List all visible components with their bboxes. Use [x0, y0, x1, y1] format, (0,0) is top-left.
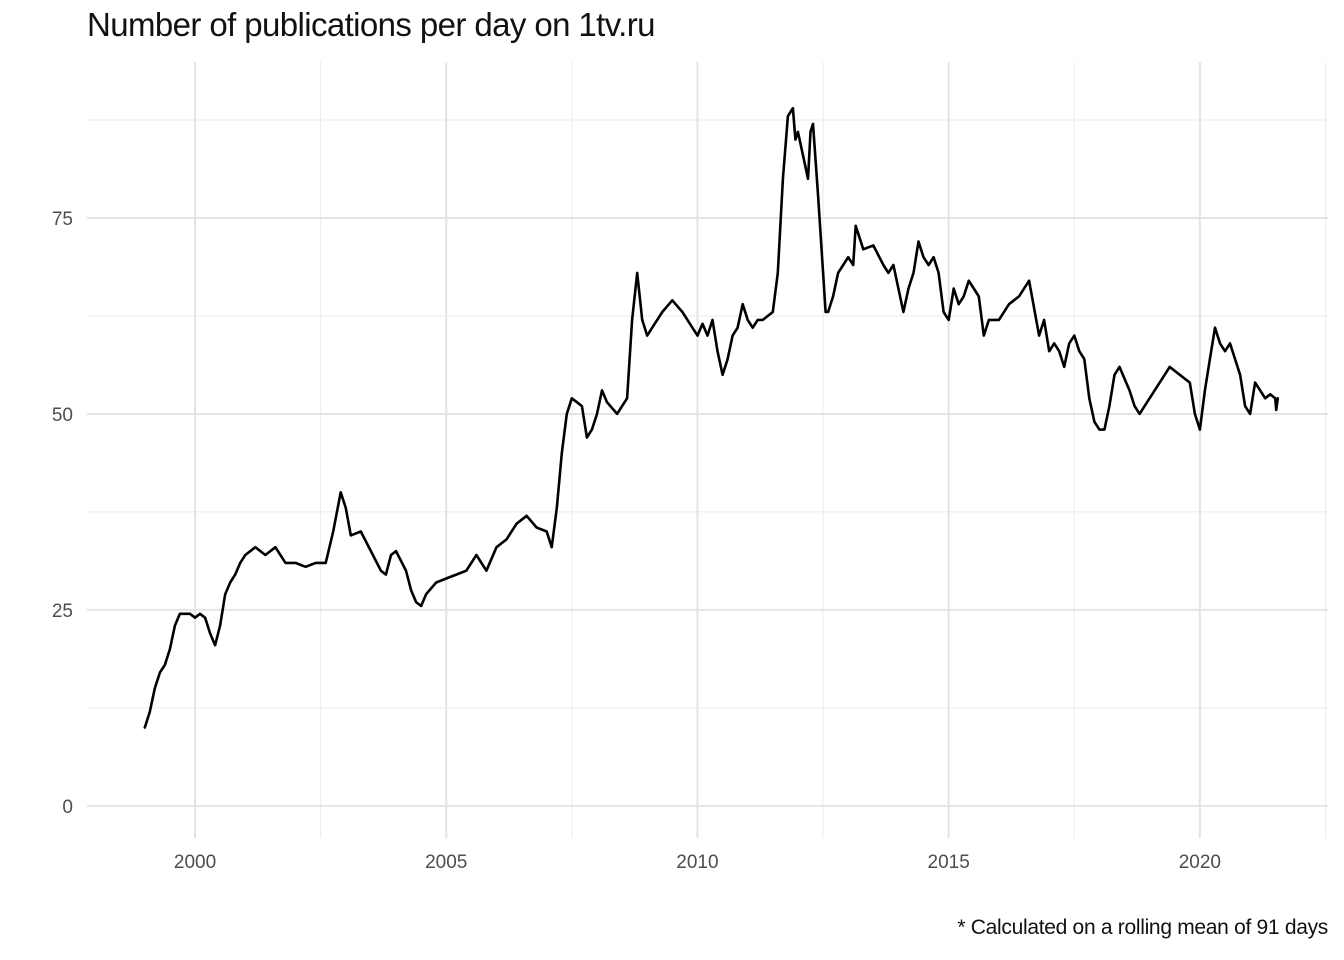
y-tick-label: 0	[62, 797, 73, 818]
y-tick-label: 75	[52, 209, 73, 230]
x-tick-label: 2020	[1179, 852, 1221, 873]
y-tick-label: 50	[52, 405, 73, 426]
chart-caption: * Calculated on a rolling mean of 91 day…	[957, 916, 1328, 939]
y-tick-label: 25	[52, 601, 73, 622]
series-line	[143, 106, 1280, 729]
major-gridlines	[87, 62, 1328, 838]
chart-title: Number of publications per day on 1tv.ru	[87, 6, 655, 43]
x-tick-label: 2005	[425, 852, 467, 873]
x-tick-label: 2010	[676, 852, 718, 873]
axis-tick-labels: 2000 2005 2010 2015 2020 0 25 50 75	[52, 209, 1221, 873]
minor-gridlines	[87, 62, 1328, 838]
series-layer	[143, 106, 1280, 729]
x-tick-label: 2000	[174, 852, 216, 873]
x-tick-label: 2015	[928, 852, 970, 873]
